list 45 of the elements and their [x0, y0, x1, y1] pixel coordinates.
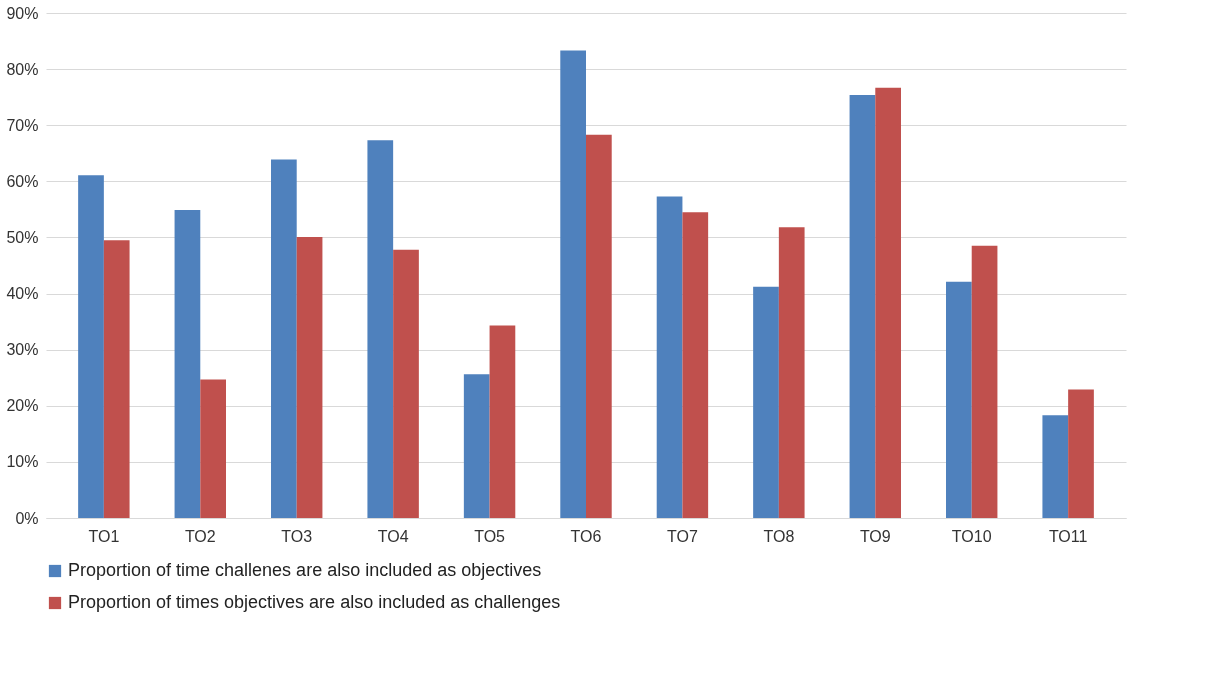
bar [682, 212, 709, 518]
x-tick-label: TO8 [763, 527, 795, 545]
legend-label: Proportion of times objectives are also included as challenges [68, 592, 561, 612]
bar [296, 236, 323, 518]
x-tick-label: TO2 [184, 527, 216, 545]
bar [586, 134, 612, 518]
x-tick-label: TO3 [281, 527, 313, 545]
bar [78, 175, 104, 518]
bar [393, 249, 419, 518]
x-tick-label: TO6 [570, 527, 602, 545]
bar [489, 325, 516, 518]
bar [103, 240, 130, 518]
x-tick-label: TO10 [951, 527, 992, 545]
bar [971, 245, 998, 518]
x-tick-label: TO11 [1048, 527, 1088, 545]
y-tick-label: 70% [6, 116, 39, 134]
bar [778, 227, 805, 518]
y-tick-label: 30% [6, 341, 39, 359]
y-tick-label: 50% [6, 228, 39, 246]
bar [174, 209, 201, 518]
bar [753, 286, 779, 518]
bar [463, 374, 490, 518]
x-tick-label: TO1 [88, 527, 120, 545]
x-tick-label: TO4 [377, 527, 409, 545]
x-tick-label: TO9 [859, 527, 891, 545]
y-tick-label: 0% [15, 509, 39, 527]
bar [367, 140, 394, 518]
bar [200, 379, 226, 518]
bar [875, 87, 901, 518]
bar [1068, 389, 1094, 518]
y-tick-label: 60% [6, 172, 39, 190]
bar [946, 281, 972, 518]
y-tick-label: 80% [6, 60, 39, 78]
bar [656, 196, 683, 518]
legend-label: Proportion of time challenes are also included as objectives [68, 560, 542, 580]
bar [271, 159, 297, 518]
x-tick-label: TO5 [474, 527, 506, 545]
y-tick-label: 90% [6, 4, 39, 22]
y-tick-label: 10% [6, 453, 39, 471]
bar [1042, 415, 1069, 518]
bar [849, 94, 876, 518]
y-tick-label: 40% [6, 285, 39, 303]
x-tick-label: TO7 [667, 527, 698, 545]
y-tick-label: 20% [6, 397, 39, 415]
bar [560, 50, 586, 518]
